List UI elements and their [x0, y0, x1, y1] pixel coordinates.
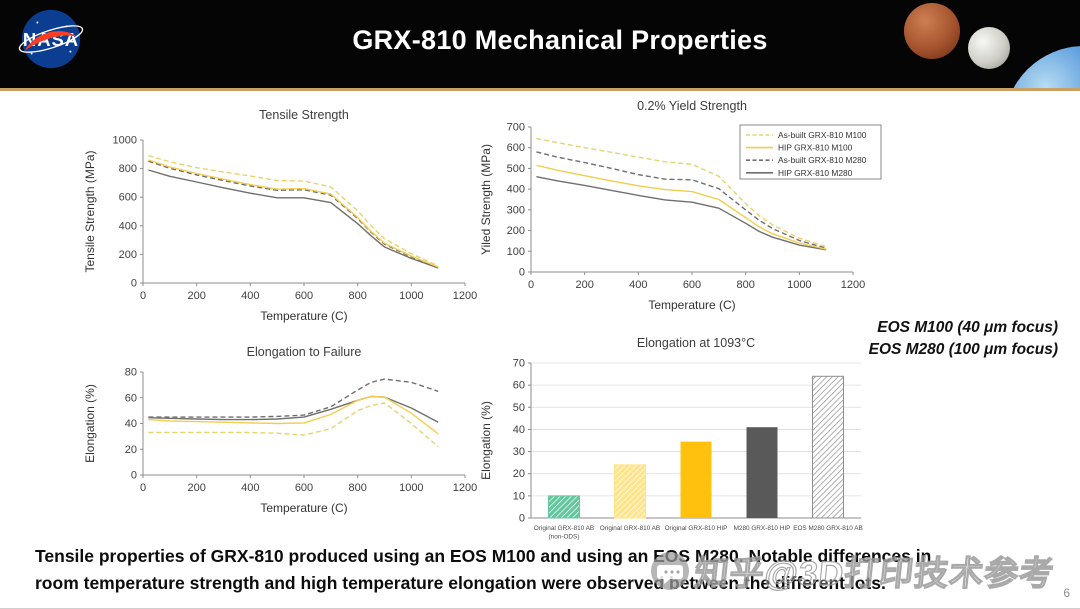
svg-text:Tensile Strength: Tensile Strength [259, 108, 349, 122]
page-number: 6 [1063, 586, 1070, 600]
svg-text:Temperature (C): Temperature (C) [260, 501, 347, 515]
svg-text:Temperature (C): Temperature (C) [260, 309, 347, 323]
svg-text:0: 0 [131, 470, 137, 482]
svg-text:800: 800 [736, 279, 754, 291]
svg-text:1200: 1200 [453, 482, 477, 494]
svg-text:HIP GRX-810 M280: HIP GRX-810 M280 [778, 168, 853, 178]
svg-text:0: 0 [519, 513, 525, 525]
svg-text:40: 40 [125, 418, 137, 430]
svg-text:800: 800 [348, 482, 366, 494]
svg-text:EOS M280 GRX-810 AB: EOS M280 GRX-810 AB [793, 525, 863, 532]
svg-text:60: 60 [125, 392, 137, 404]
svg-text:60: 60 [513, 380, 525, 392]
svg-text:200: 200 [187, 482, 205, 494]
svg-text:10: 10 [513, 490, 525, 502]
svg-text:500: 500 [507, 163, 525, 175]
svg-text:20: 20 [513, 468, 525, 480]
svg-text:HIP GRX-810 M100: HIP GRX-810 M100 [778, 143, 853, 153]
svg-text:As-built GRX-810 M100: As-built GRX-810 M100 [778, 130, 867, 140]
svg-text:80: 80 [125, 367, 137, 379]
eos-m100-note: EOS M100 (40 μm focus) [877, 319, 1058, 336]
svg-text:Original GRX-810 AB: Original GRX-810 AB [534, 525, 594, 532]
mars-image [904, 3, 960, 59]
svg-text:Temperature (C): Temperature (C) [648, 298, 735, 312]
svg-text:Tensile Strength (MPa): Tensile Strength (MPa) [83, 150, 97, 272]
svg-text:20: 20 [125, 444, 137, 456]
svg-text:600: 600 [119, 192, 137, 204]
header-banner: NASA GRX-810 Mechanical Properties [0, 0, 1080, 91]
svg-text:200: 200 [575, 279, 593, 291]
nasa-logo-icon: NASA [18, 9, 84, 69]
svg-text:200: 200 [119, 249, 137, 261]
svg-text:400: 400 [241, 290, 259, 302]
svg-text:Elongation (%): Elongation (%) [83, 384, 97, 463]
svg-text:400: 400 [629, 279, 647, 291]
svg-text:Elongation to Failure: Elongation to Failure [247, 345, 362, 359]
svg-text:1000: 1000 [113, 135, 137, 147]
svg-text:40: 40 [513, 424, 525, 436]
eos-m280-note: EOS M280 (100 μm focus) [868, 341, 1058, 358]
summary-text: Tensile properties of GRX-810 produced u… [35, 543, 1055, 596]
svg-text:0: 0 [131, 278, 137, 290]
svg-text:1000: 1000 [399, 482, 423, 494]
svg-text:70: 70 [513, 358, 525, 370]
svg-text:800: 800 [348, 290, 366, 302]
svg-text:Original GRX-810 HIP: Original GRX-810 HIP [665, 525, 728, 532]
svg-text:Yiled Strength (MPa): Yiled Strength (MPa) [479, 144, 493, 255]
yield-strength-chart: 0.2% Yield Strength 0 100 200 300 400 500 600 70… [479, 99, 882, 312]
svg-text:300: 300 [507, 204, 525, 216]
svg-text:As-built GRX-810 M280: As-built GRX-810 M280 [778, 155, 867, 165]
svg-text:0: 0 [140, 482, 146, 494]
svg-text:50: 50 [513, 402, 525, 414]
svg-text:0.2% Yield Strength: 0.2% Yield Strength [637, 99, 747, 113]
eos-machine-annotation: EOS M100 (40 μm focus) EOS M280 (100 μm … [869, 317, 1058, 361]
svg-text:200: 200 [507, 225, 525, 237]
svg-text:1000: 1000 [787, 279, 811, 291]
svg-text:400: 400 [241, 482, 259, 494]
svg-text:0: 0 [519, 267, 525, 279]
svg-text:0: 0 [140, 290, 146, 302]
svg-text:(non-ODS): (non-ODS) [549, 534, 580, 541]
svg-text:1200: 1200 [841, 279, 865, 291]
elongation-to-failure-chart: Elongation to Failure 0 20 40 60 80 Elongation… [83, 345, 477, 515]
summary-line-1: Tensile properties of GRX-810 produced u… [35, 546, 932, 566]
summary-line-2: room temperature strength and high tempe… [35, 572, 886, 593]
svg-text:100: 100 [507, 246, 525, 258]
svg-text:400: 400 [119, 220, 137, 232]
svg-text:1000: 1000 [399, 290, 423, 302]
page-title: GRX-810 Mechanical Properties [352, 25, 768, 55]
svg-text:400: 400 [507, 184, 525, 196]
svg-text:600: 600 [295, 482, 313, 494]
svg-text:Elongation (%): Elongation (%) [479, 401, 493, 480]
tensile-strength-chart: Tensile Strength 0 200 400 600 800 1000 Tensile… [83, 108, 477, 323]
svg-text:Elongation at 1093°C: Elongation at 1093°C [637, 336, 755, 350]
svg-text:600: 600 [295, 290, 313, 302]
svg-text:700: 700 [507, 122, 525, 134]
svg-text:200: 200 [187, 290, 205, 302]
moon-image [968, 27, 1010, 69]
svg-text:0: 0 [528, 279, 534, 291]
svg-text:800: 800 [119, 163, 137, 175]
elongation-at-1093c-bar-chart: Elongation at 1093°C 0 10 20 30 40 50 60 70 Elong… [479, 336, 863, 541]
svg-text:Original GRX-810 AB: Original GRX-810 AB [600, 525, 660, 532]
svg-text:600: 600 [683, 279, 701, 291]
svg-text:1200: 1200 [453, 290, 477, 302]
svg-text:600: 600 [507, 142, 525, 154]
svg-text:30: 30 [513, 446, 525, 458]
svg-text:M280 GRX-810 HIP: M280 GRX-810 HIP [734, 525, 791, 532]
